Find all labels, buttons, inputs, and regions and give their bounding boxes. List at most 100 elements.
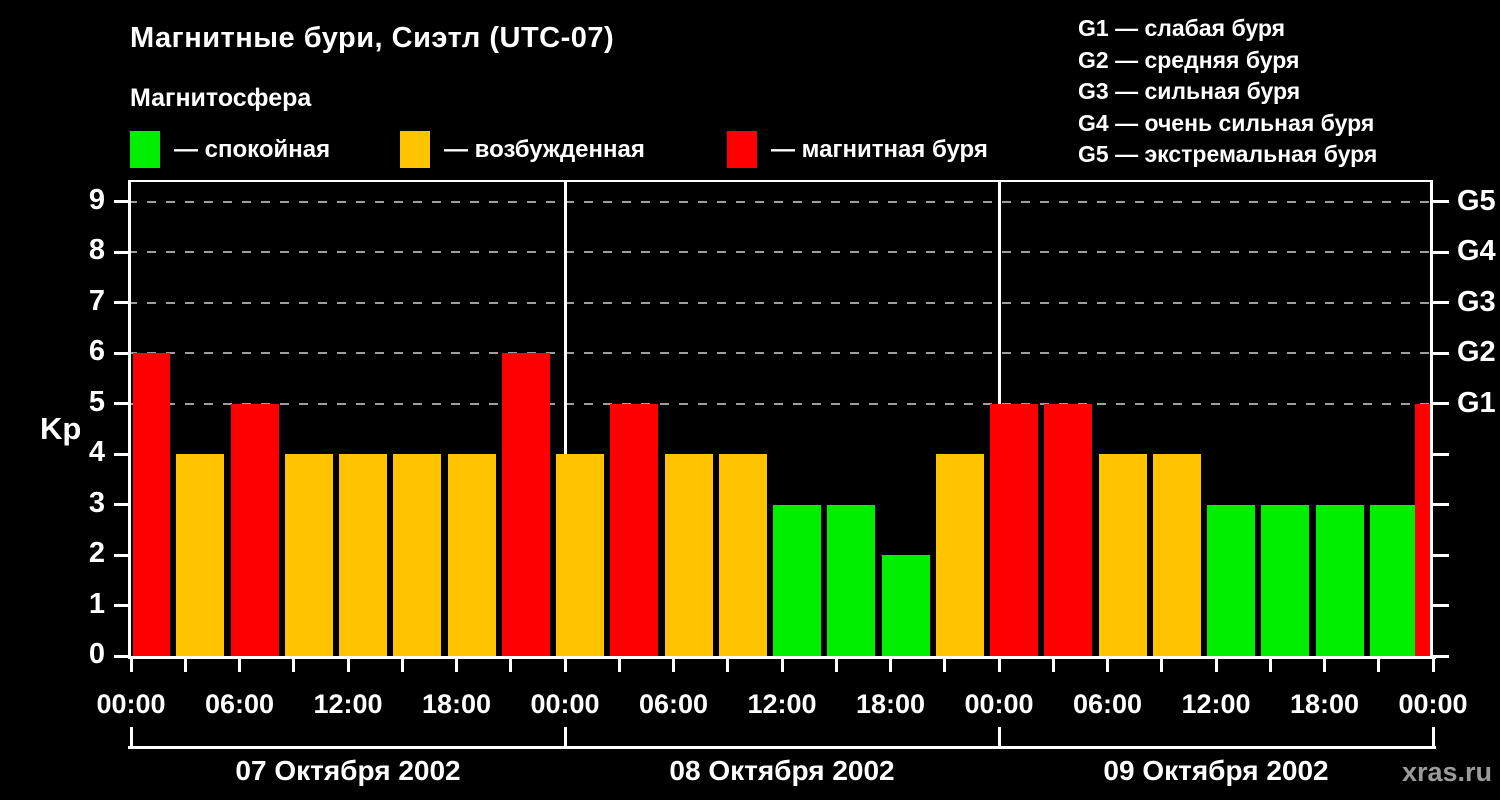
legend-label-quiet: — спокойная	[174, 135, 331, 163]
kp-bar	[1261, 504, 1310, 656]
g-scale-label: G2	[1457, 335, 1496, 368]
y-axis-tick	[114, 452, 131, 456]
date-label: 07 Октября 2002	[235, 755, 461, 786]
kp-bar	[176, 454, 225, 656]
x-axis-tick	[834, 659, 838, 672]
g2-legend-line: G2 — средняя буря	[1078, 46, 1300, 73]
g3-legend-line: G3 — сильная буря	[1078, 78, 1301, 105]
y-axis-tick	[114, 654, 131, 658]
x-axis-tick	[1051, 659, 1055, 672]
x-axis-tick	[617, 659, 621, 672]
y-axis-label: 7	[88, 284, 105, 317]
y-axis-tick	[114, 351, 131, 355]
time-label: 00:00	[96, 689, 166, 719]
kp-bar	[664, 454, 713, 656]
gridline-kp7	[128, 301, 1433, 304]
g1-legend-line: G1 — слабая буря	[1078, 15, 1286, 41]
right-axis-tick	[1433, 654, 1449, 658]
kp-bar	[1315, 504, 1364, 656]
y-axis-tick	[114, 553, 131, 557]
x-axis-tick	[346, 659, 350, 672]
y-axis-label: 1	[88, 587, 105, 620]
y-axis-label: 3	[88, 486, 105, 519]
x-axis-tick	[238, 659, 241, 672]
right-axis-tick	[1433, 452, 1449, 456]
legend-item-quiet: — спокойная	[130, 131, 330, 168]
y-axis-label: 0	[88, 638, 105, 671]
kp-bar	[284, 454, 333, 656]
right-axis-tick	[1433, 503, 1449, 506]
kp-bar	[827, 504, 876, 656]
y-axis-label: 4	[88, 436, 105, 469]
x-axis-tick	[1377, 659, 1381, 672]
x-axis-tick	[780, 659, 784, 672]
page-title: Магнитные бури, Сиэтл (UTC-07)	[130, 22, 615, 54]
date-bracket-tick	[997, 727, 1001, 749]
time-label: 00:00	[1398, 689, 1468, 719]
y-axis-tick	[114, 200, 131, 203]
g-scale-label: G1	[1457, 386, 1496, 419]
kp-bar	[990, 403, 1038, 656]
time-label: 18:00	[1289, 689, 1360, 719]
storm-scale-legend: G1 — слабая буря G2 — средняя буря G3 — …	[1078, 13, 1377, 171]
kp-bar	[935, 454, 984, 656]
x-axis-tick	[563, 659, 567, 672]
g4-legend-line: G4 — очень сильная буря	[1078, 109, 1375, 136]
x-axis-tick	[1160, 659, 1164, 672]
x-axis-tick	[997, 659, 1001, 672]
quiet-color-swatch	[130, 131, 160, 168]
x-axis-tick	[129, 659, 133, 672]
right-axis-tick	[1433, 351, 1449, 355]
time-label: 06:00	[638, 689, 709, 719]
gridline-kp5	[128, 402, 1433, 405]
kp-bar	[1369, 504, 1418, 656]
time-label: 18:00	[421, 689, 492, 719]
x-axis-tick	[1323, 659, 1326, 672]
date-bracket	[128, 746, 1436, 749]
kp-bar	[1207, 504, 1255, 656]
time-label: 00:00	[530, 689, 600, 719]
gridline-kp6	[128, 352, 1433, 354]
right-axis-tick	[1433, 301, 1449, 304]
kp-bar	[1152, 454, 1201, 656]
time-label: 06:00	[1072, 689, 1143, 719]
storm-color-swatch	[727, 131, 757, 168]
date-label: 08 Октября 2002	[669, 755, 895, 786]
x-axis-tick	[183, 659, 187, 672]
y-axis-tick	[114, 503, 131, 506]
x-axis-tick	[1268, 659, 1272, 672]
watermark: xras.ru	[1401, 757, 1492, 787]
time-label: 06:00	[204, 689, 275, 719]
right-axis-tick	[1433, 250, 1449, 254]
kp-bar	[133, 353, 170, 656]
y-axis-tick	[114, 250, 131, 254]
time-label: 12:00	[747, 689, 817, 719]
chart-subtitle: Магнитосфера	[130, 84, 312, 112]
day-divider-line	[563, 182, 567, 656]
right-axis-tick	[1433, 604, 1449, 607]
x-axis-tick	[943, 659, 947, 672]
legend-item-active: — возбужденная	[400, 131, 645, 168]
g5-legend-line: G5 — экстремальная буря	[1078, 141, 1378, 168]
x-axis-tick	[726, 659, 730, 672]
active-color-swatch	[400, 131, 430, 168]
kp-bar	[773, 504, 821, 656]
kp-bar	[230, 403, 279, 656]
kp-bar	[393, 454, 442, 656]
x-axis-tick	[889, 659, 892, 672]
right-axis-tick	[1433, 553, 1449, 557]
kp-bar	[718, 454, 767, 656]
right-axis-tick	[1433, 402, 1449, 405]
legend-label-active: — возбужденная	[444, 135, 645, 163]
x-axis-tick	[672, 659, 675, 672]
kp-bar	[610, 403, 659, 656]
x-axis-line	[128, 656, 1436, 659]
date-bracket-tick	[1431, 727, 1435, 749]
legend-label-storm: — магнитная буря	[771, 135, 988, 163]
x-axis-tick	[509, 659, 513, 672]
x-axis-tick	[455, 659, 458, 672]
y-axis-tick	[114, 604, 131, 607]
kp-bar	[447, 454, 496, 656]
legend-item-storm: — магнитная буря	[727, 131, 988, 168]
date-label: 09 Октября 2002	[1103, 755, 1329, 786]
